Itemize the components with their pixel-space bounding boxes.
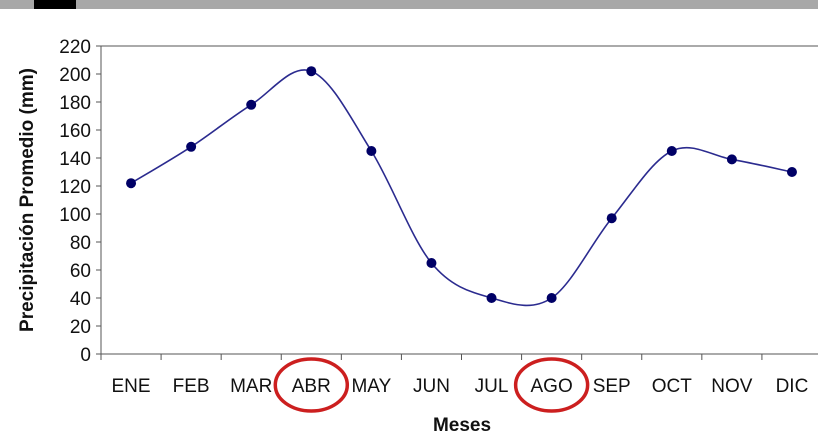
- y-tick-label: 220: [59, 37, 91, 58]
- data-point: [126, 178, 137, 189]
- y-tick-label: 40: [70, 289, 91, 310]
- data-point: [726, 154, 737, 165]
- x-tick-label: DIC: [776, 376, 809, 397]
- data-point: [426, 258, 437, 268]
- y-tick-label: 180: [59, 93, 91, 114]
- axes: [96, 45, 818, 360]
- y-tick-label: 160: [59, 121, 91, 142]
- x-tick-label: FEB: [173, 376, 210, 397]
- data-point: [306, 66, 317, 77]
- highlight-circle: [273, 357, 350, 413]
- data-point: [246, 99, 257, 110]
- y-tick-label: 20: [70, 317, 91, 338]
- highlight-circle: [513, 357, 590, 413]
- x-tick-label: MAR: [230, 376, 272, 397]
- y-tick-label: 200: [59, 65, 91, 86]
- data-point: [606, 213, 617, 224]
- y-tick-label: 80: [70, 233, 91, 254]
- highlight-circles: [273, 357, 590, 413]
- x-tick-label: ENE: [112, 376, 151, 397]
- y-tick-label: 0: [80, 345, 91, 366]
- data-points: [126, 66, 797, 303]
- x-tick-label: AGO: [531, 376, 573, 397]
- x-tick-label: OCT: [652, 376, 693, 397]
- data-point: [666, 146, 677, 156]
- y-tick-label: 120: [59, 177, 91, 198]
- x-tick-label: MAY: [351, 376, 391, 397]
- data-point: [186, 141, 197, 152]
- y-tick-label: 60: [70, 261, 91, 282]
- series-line: [130, 69, 793, 307]
- x-tick-label: NOV: [711, 376, 753, 397]
- data-point: [546, 293, 557, 303]
- y-tick-label: 100: [59, 205, 91, 226]
- y-axis-title: Precipitación Promedio (mm): [17, 68, 38, 332]
- y-tick-labels: 0 20 40 60 80 100 120 140 160 180 200 220: [59, 37, 91, 366]
- x-tick-label: JUL: [475, 376, 509, 397]
- y-tick-label: 140: [59, 149, 91, 170]
- data-point: [366, 146, 377, 156]
- x-tick-label: SEP: [593, 376, 631, 397]
- header-bar: [0, 0, 818, 9]
- x-axis-title: Meses: [433, 415, 491, 436]
- data-point: [486, 293, 497, 303]
- header-block: [34, 0, 76, 9]
- x-tick-labels: ENE FEB MAR ABR MAY JUN JUL AGO SEP OCT NOV DIC: [112, 376, 809, 397]
- x-tick-label: JUN: [413, 376, 450, 397]
- x-tick-label: ABR: [292, 376, 331, 397]
- data-point: [786, 167, 797, 177]
